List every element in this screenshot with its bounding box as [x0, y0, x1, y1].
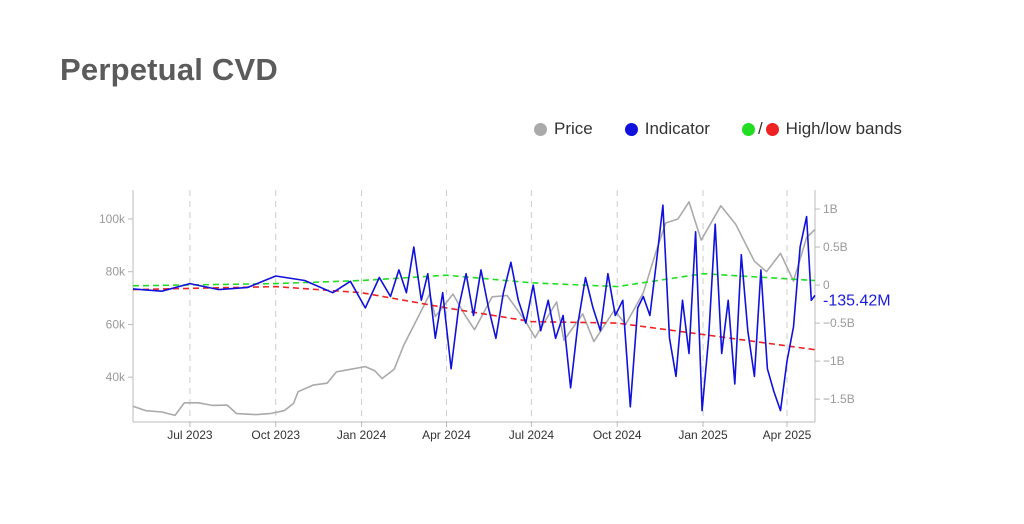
right-y-tick-label: 0 — [823, 278, 830, 292]
high-band-legend-dot — [741, 122, 755, 136]
legend-bands-label: High/low bands — [785, 119, 902, 138]
indicator-series-line — [132, 204, 816, 412]
chart-axes — [128, 190, 820, 427]
price-series-line — [132, 201, 816, 417]
legend-price-label: Price — [554, 119, 593, 138]
legend-separator: / — [757, 119, 763, 138]
x-tick-label: Oct 2024 — [593, 428, 642, 442]
left-y-tick-label: 40k — [106, 370, 126, 384]
legend-item-indicator[interactable]: Indicator — [624, 119, 710, 139]
low-band-series-line — [132, 285, 816, 351]
x-tick-label: Apr 2025 — [763, 428, 812, 442]
legend-item-bands[interactable]: / High/low bands — [741, 119, 902, 139]
legend-indicator-label: Indicator — [644, 119, 710, 138]
right-y-tick-label: 1B — [823, 202, 838, 216]
chart-legend: Price Indicator / High/low bands — [534, 119, 902, 139]
current-value-label: -135.42M — [823, 292, 891, 309]
legend-item-price[interactable]: Price — [534, 119, 593, 139]
indicator-legend-dot — [624, 122, 638, 136]
x-tick-label: Jan 2024 — [337, 428, 387, 442]
x-tick-label: Jul 2024 — [509, 428, 555, 442]
left-y-tick-label: 60k — [106, 317, 126, 331]
x-tick-label: Jul 2023 — [167, 428, 213, 442]
x-tick-label: Apr 2024 — [422, 428, 471, 442]
left-y-tick-label: 100k — [99, 212, 126, 226]
chart-series — [132, 201, 816, 417]
x-tick-label: Oct 2023 — [251, 428, 300, 442]
right-y-tick-label: −1.5B — [823, 392, 855, 406]
low-band-legend-dot — [765, 122, 779, 136]
right-y-tick-label: −1B — [823, 354, 845, 368]
vertical-grid — [189, 190, 788, 422]
chart-labels: Jul 2023 Oct 2023 Jan 2024 Apr 2024 Jul 2024… — [99, 202, 891, 442]
page-title: Perpetual CVD — [60, 52, 278, 87]
right-y-tick-label: 0.5B — [823, 240, 848, 254]
left-y-tick-label: 80k — [106, 265, 126, 279]
x-tick-label: Jan 2025 — [678, 428, 728, 442]
price-legend-dot — [534, 122, 547, 136]
right-y-tick-label: −0.5B — [823, 316, 855, 330]
